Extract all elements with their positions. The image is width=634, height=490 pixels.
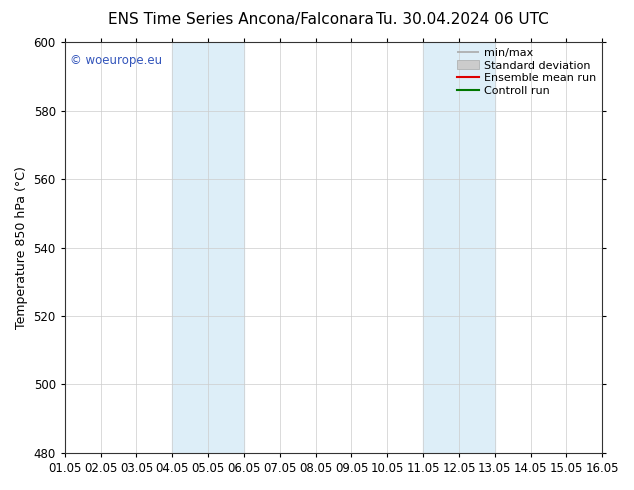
Bar: [172, 42, 244, 453]
Bar: [423, 42, 495, 453]
Text: ENS Time Series Ancona/Falconara: ENS Time Series Ancona/Falconara: [108, 12, 374, 27]
Text: Tu. 30.04.2024 06 UTC: Tu. 30.04.2024 06 UTC: [377, 12, 549, 27]
Y-axis label: Temperature 850 hPa (°C): Temperature 850 hPa (°C): [15, 166, 28, 329]
Text: © woeurope.eu: © woeurope.eu: [70, 54, 162, 68]
Legend: min/max, Standard deviation, Ensemble mean run, Controll run: min/max, Standard deviation, Ensemble me…: [455, 46, 599, 98]
